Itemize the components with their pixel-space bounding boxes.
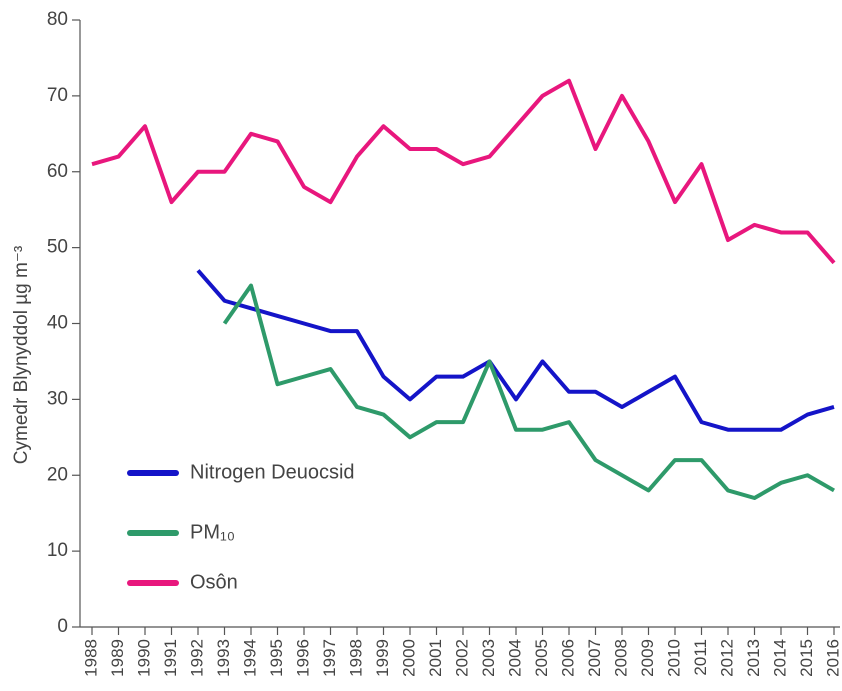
x-tick-label: 2009 [638, 639, 657, 677]
x-tick-label: 1990 [134, 639, 153, 677]
y-tick-label: 10 [47, 540, 68, 561]
x-tick-label: 1996 [293, 639, 312, 677]
x-tick-label: 1997 [320, 639, 339, 677]
x-tick-label: 1998 [346, 639, 365, 677]
x-tick-label: 2005 [532, 639, 551, 677]
x-tick-label: 2008 [611, 639, 630, 677]
x-tick-label: 2004 [505, 639, 524, 677]
x-tick-label: 2016 [823, 639, 842, 677]
x-tick-label: 2013 [744, 639, 763, 677]
y-tick-label: 40 [47, 313, 68, 334]
x-tick-label: 1993 [214, 639, 233, 677]
x-tick-label: 1988 [81, 639, 100, 677]
y-tick-label: 80 [47, 9, 68, 30]
x-tick-label: 2001 [426, 639, 445, 677]
x-tick-label: 2011 [691, 639, 710, 676]
x-tick-label: 2012 [717, 639, 736, 677]
x-tick-label: 2006 [558, 639, 577, 677]
y-tick-label: 20 [47, 464, 68, 485]
series-line [196, 269, 835, 432]
x-tick-label: 2000 [399, 639, 418, 677]
x-tick-label: 2015 [797, 639, 816, 677]
legend-label: Osôn [190, 571, 238, 593]
y-axis-label: Cymedr Blynyddol µg m⁻³ [11, 246, 32, 464]
x-tick-label: 1991 [161, 639, 180, 677]
x-tick-label: 1992 [187, 639, 206, 677]
x-tick-label: 2003 [479, 639, 498, 677]
y-tick-label: 60 [47, 161, 68, 182]
x-tick-label: 1989 [108, 639, 127, 677]
y-tick-label: 70 [47, 85, 68, 106]
x-tick-label: 2010 [664, 639, 683, 677]
legend-label: PM₁₀ [190, 521, 235, 543]
x-tick-label: 2014 [770, 639, 789, 677]
y-tick-label: 50 [47, 237, 68, 258]
x-tick-label: 2002 [452, 639, 471, 677]
x-tick-label: 1995 [267, 639, 286, 677]
series-line [222, 283, 835, 501]
x-tick-label: 1994 [240, 639, 259, 677]
legend-label: Nitrogen Deuocsid [190, 461, 355, 483]
x-tick-label: 1999 [373, 639, 392, 677]
y-tick-label: 0 [57, 616, 68, 637]
series-line [91, 78, 836, 265]
x-tick-label: 2007 [585, 639, 604, 677]
y-tick-label: 30 [47, 388, 68, 409]
